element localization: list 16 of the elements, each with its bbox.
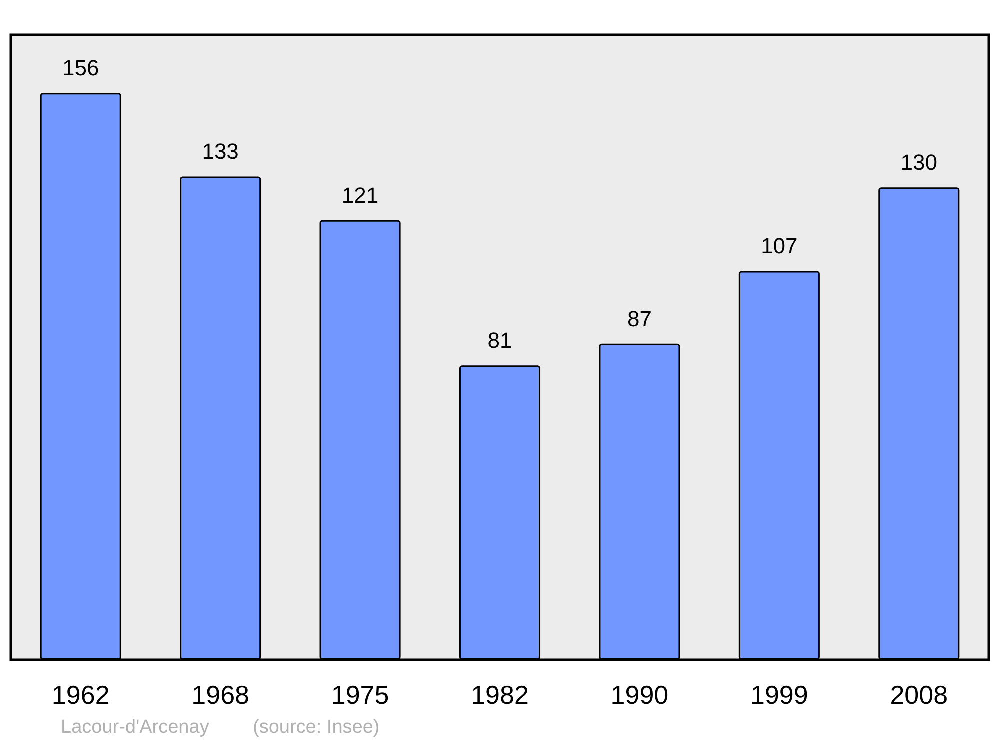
x-tick-label: 1968 <box>192 680 250 710</box>
data-label: 107 <box>761 234 798 259</box>
data-label: 156 <box>62 56 100 81</box>
x-tick-label: 1999 <box>750 680 808 710</box>
x-tick-label: 1975 <box>331 680 390 710</box>
text: Lacour-d'Arcenay <box>61 717 210 738</box>
x-tick-label: 1990 <box>610 680 669 710</box>
data-label: 81 <box>488 328 512 354</box>
data-label: 130 <box>900 150 938 176</box>
data-label: 87 <box>627 306 652 332</box>
x-tick-label: 1982 <box>471 680 529 710</box>
data-label: 121 <box>342 182 379 208</box>
x-tick-label: 1962 <box>52 680 110 710</box>
text: (source: Insee) <box>253 717 380 738</box>
x-tick-label: 2008 <box>890 680 948 710</box>
data-label: 133 <box>202 139 239 164</box>
